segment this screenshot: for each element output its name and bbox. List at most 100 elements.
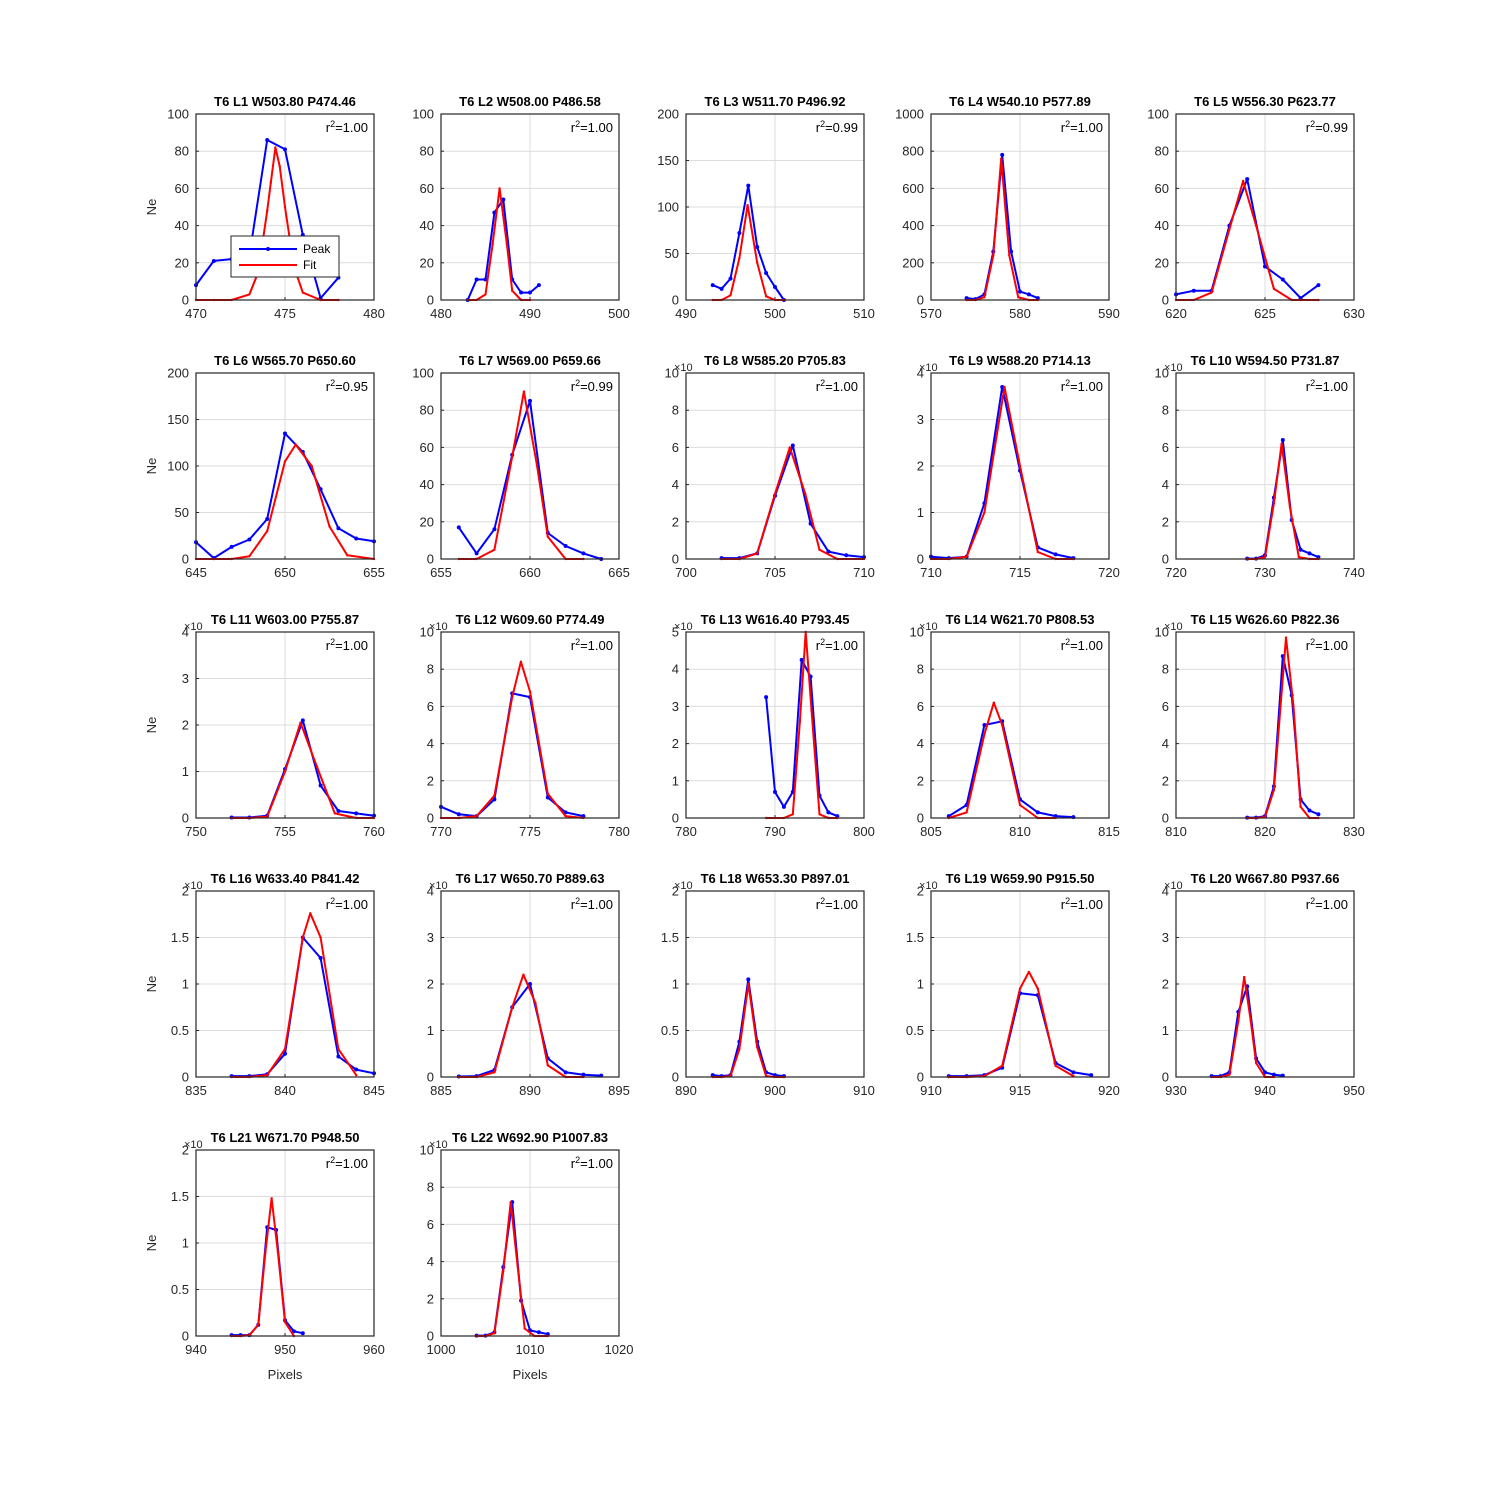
fit-point [294, 443, 297, 446]
peak-series-line [948, 720, 1074, 819]
fit-point [493, 1071, 496, 1074]
y-tick-label: 2 [672, 514, 679, 529]
y-tick-label: 8 [672, 403, 679, 418]
x-tick-label: 1000 [427, 1342, 456, 1357]
axes-box [930, 631, 1110, 819]
y-tick-label: 10 [665, 366, 679, 381]
axes-box [440, 113, 620, 301]
y-tick-label: 0 [1162, 552, 1169, 567]
fit-point [491, 243, 494, 246]
subplot-title: T6 L22 W692.90 P1007.83 [452, 1130, 608, 1145]
fit-point [1210, 291, 1213, 294]
y-tick-label: 100 [1147, 107, 1169, 122]
fit-point [511, 1006, 514, 1009]
peak-point [764, 695, 769, 700]
axes-box [685, 372, 865, 560]
y-tick-label: 1.5 [661, 930, 679, 945]
y-tick-label: 4 [672, 662, 679, 677]
peak-point [336, 526, 341, 531]
peak-point [1263, 264, 1267, 269]
subplot: 890 900 910 0 0.5 1 1.5 2×10 T6 L18 W653.30 P897… [661, 871, 875, 1098]
fit-point [528, 690, 532, 693]
subplot-title: T6 L5 W556.30 P623.77 [1194, 94, 1336, 109]
x-tick-label: 700 [675, 565, 697, 580]
peak-point [1307, 808, 1312, 813]
y-tick-label: 6 [672, 440, 679, 455]
subplot-title: T6 L13 W616.40 P793.45 [701, 612, 850, 627]
x-tick-label: 820 [1254, 824, 1276, 839]
y-tick-label: 4 [1162, 736, 1169, 751]
x-tick-label: 830 [1343, 824, 1365, 839]
r-squared-label: r2=1.00 [1306, 637, 1348, 653]
peak-point [1280, 437, 1285, 442]
peak-point [1307, 551, 1312, 556]
x-tick-label: 630 [1343, 306, 1365, 321]
peak-point [755, 244, 760, 249]
y-tick-label: 4 [1162, 477, 1169, 492]
peak-point [247, 537, 252, 542]
fit-point [818, 548, 821, 551]
peak-point [1026, 292, 1031, 297]
fit-point [1001, 723, 1004, 727]
y-tick-label: 0 [917, 293, 924, 308]
peak-point [773, 284, 777, 289]
y-tick-label: 600 [902, 181, 924, 196]
peak-point [746, 977, 751, 982]
x-tick-label: 760 [363, 824, 385, 839]
x-tick-label: 900 [764, 1083, 786, 1098]
y-tick-label: 2 [917, 459, 924, 474]
peak-point [746, 183, 751, 188]
peak-point [1280, 277, 1285, 282]
fit-point [1054, 1064, 1057, 1068]
fit-point [1018, 987, 1022, 990]
y-tick-label: 20 [420, 255, 434, 270]
x-tick-label: 470 [185, 306, 207, 321]
peak-point [826, 549, 831, 554]
fit-point [747, 982, 750, 986]
peak-point [528, 982, 532, 986]
y-exponent-label: ×10 [674, 880, 693, 892]
r-squared-label: r2=1.00 [571, 119, 613, 135]
peak-point [737, 231, 742, 236]
x-tick-label: 650 [274, 565, 296, 580]
y-exponent-label: ×10 [184, 621, 203, 633]
r-squared-label: r2=0.99 [816, 119, 858, 135]
r-squared-label: r2=1.00 [1061, 637, 1103, 653]
fit-point [1008, 254, 1011, 257]
r-squared-label: r2=1.00 [571, 1155, 613, 1171]
fit-point [315, 765, 319, 769]
fit-point [274, 146, 277, 149]
fit-point [264, 1251, 267, 1254]
x-tick-label: 740 [1343, 565, 1365, 580]
fit-point [266, 1073, 269, 1077]
x-tick-label: 490 [675, 306, 697, 321]
axes-box [195, 890, 375, 1078]
fit-point [283, 1047, 287, 1051]
y-tick-label: 0 [1162, 293, 1169, 308]
peak-point [300, 718, 305, 723]
subplot: 645 650 655 0 50 100 150 200 T6 L6 W565.70 P650.… [144, 353, 385, 580]
fit-point [546, 792, 549, 796]
y-tick-label: 1 [182, 1236, 189, 1251]
peak-point [790, 443, 795, 448]
subplot: 570 580 590 0 200 400 600 800 1000 T6 L4 W540.10 … [895, 94, 1120, 321]
fit-series-line [196, 146, 339, 301]
peak-point [1191, 288, 1196, 293]
x-tick-label: 500 [608, 306, 630, 321]
peak-point [354, 811, 359, 816]
fit-point [1297, 555, 1301, 559]
peak-point [283, 1051, 287, 1056]
r-squared-label: r2=1.00 [1061, 378, 1103, 394]
fit-point [283, 770, 287, 773]
axes-box [195, 372, 375, 560]
axes-box [1175, 631, 1355, 819]
fit-point [283, 460, 287, 463]
fit-point [756, 1046, 759, 1049]
y-tick-label: 10 [420, 625, 434, 640]
y-tick-label: 1 [427, 1023, 434, 1038]
fit-point [493, 794, 496, 797]
peak-point [265, 138, 270, 143]
x-tick-label: 940 [1254, 1083, 1276, 1098]
axes-box [685, 890, 865, 1078]
